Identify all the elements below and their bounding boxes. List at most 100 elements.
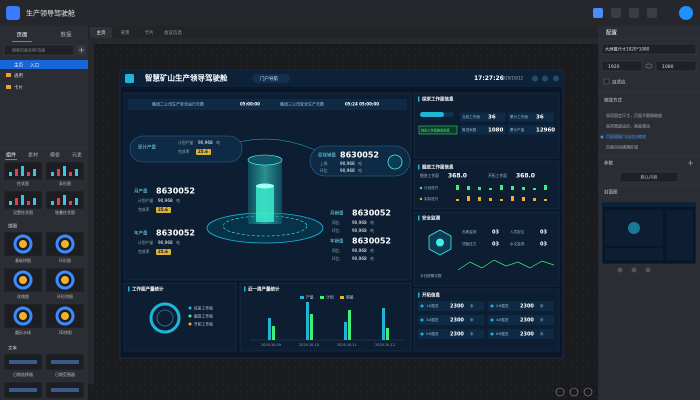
- item-unit: 米: [470, 303, 474, 308]
- header-icon[interactable]: [553, 75, 559, 82]
- toolbar-icon[interactable]: [593, 8, 603, 18]
- cylinder-core: [256, 186, 274, 222]
- cover-action[interactable]: [617, 267, 623, 273]
- trend-line: [457, 259, 555, 271]
- component-tab[interactable]: 素材: [28, 152, 38, 159]
- top-bar: [0, 0, 700, 26]
- zoom-control[interactable]: [569, 387, 579, 397]
- tree-item[interactable]: 通用: [14, 72, 23, 79]
- item-label: 掘进工作面: [420, 173, 439, 178]
- item-label: 累计产量: [510, 127, 525, 132]
- item-value: 03: [492, 242, 499, 248]
- checkbox-label: 自适应: [612, 78, 626, 85]
- clock: 17:27:26: [474, 75, 504, 82]
- default-button[interactable]: [619, 171, 679, 183]
- link-icon[interactable]: [645, 63, 653, 69]
- kpi-row-label: 完成率: [138, 207, 150, 212]
- dashboard-title: 智慧矿山生产领导驾驶舱: [145, 73, 228, 83]
- panel-title: 掘进工作面信息: [422, 164, 454, 171]
- search-box[interactable]: [3, 44, 75, 56]
- scale-option[interactable]: 页面自动铺满区域: [606, 144, 638, 150]
- component-tab[interactable]: 组件: [6, 152, 16, 159]
- mini-bar: [500, 185, 503, 190]
- header-icon[interactable]: [542, 75, 548, 82]
- panel-marker: [418, 215, 420, 221]
- panel-title: 综采工作面信息: [422, 96, 454, 103]
- item-box: [460, 112, 506, 122]
- tab-underline: [5, 159, 17, 160]
- kpi-value: 8630052: [340, 151, 379, 160]
- donut-inner: [156, 309, 174, 327]
- kpi-row-value: 90,968: [340, 168, 355, 173]
- kpi-row-unit: 吨: [358, 161, 362, 166]
- legend-label: 综采工作面: [194, 305, 213, 310]
- item-value: 03: [540, 242, 547, 248]
- scale-option[interactable]: 页面随窗口自适应缩放: [606, 133, 646, 139]
- item-unit: 米: [540, 303, 544, 308]
- tree-item-selected[interactable]: [0, 60, 88, 69]
- ruler-left: [88, 38, 94, 384]
- mini-bar: [467, 186, 470, 190]
- toolbar-icon[interactable]: [629, 8, 639, 18]
- nav-chip[interactable]: [252, 74, 290, 83]
- thumb-bar: [9, 172, 12, 176]
- core-top: [256, 183, 274, 189]
- tree-item: 主页: [14, 61, 23, 68]
- cover-action[interactable]: [631, 267, 637, 273]
- component-label: 基础饼图: [15, 257, 31, 263]
- toolbar-icon[interactable]: [647, 8, 657, 18]
- toolbar-icon[interactable]: [611, 8, 621, 18]
- canvas-tab[interactable]: 主页: [97, 29, 106, 36]
- row-dot: [420, 332, 424, 336]
- banner-text: 05:24 05:00:00: [345, 102, 379, 107]
- user-avatar[interactable]: [679, 6, 693, 20]
- item-label: 5#掘进: [426, 331, 439, 336]
- kpi-rate: 25.6: [158, 207, 168, 212]
- mini-bar: [522, 187, 525, 190]
- width-input[interactable]: [601, 60, 643, 72]
- tree-item[interactable]: 卡片: [14, 84, 23, 91]
- thumb-pie: [13, 306, 33, 326]
- weekly-bar: [344, 322, 347, 340]
- item-value: 1080: [488, 128, 503, 134]
- kpi-row-value: 90,968: [158, 240, 173, 245]
- mini-bar: [456, 199, 459, 201]
- checkbox[interactable]: [603, 78, 610, 85]
- mini-bar: [478, 197, 481, 201]
- item-label: 3#掘进: [426, 317, 439, 322]
- cover-action[interactable]: [645, 267, 651, 273]
- kpi-row-label: 计划产量: [138, 198, 153, 203]
- component-tab[interactable]: 元素: [72, 152, 82, 159]
- size-select[interactable]: [601, 43, 697, 55]
- height-input[interactable]: [655, 60, 697, 72]
- component-tab[interactable]: 模板: [50, 152, 60, 159]
- item-value: 2300: [520, 318, 534, 324]
- kpi-row-value: 90,968: [352, 220, 367, 225]
- panel-tab[interactable]: 数据: [60, 31, 72, 39]
- panel-tab[interactable]: 页面: [16, 32, 28, 39]
- kpi-label: 年销量: [330, 238, 344, 245]
- item-box: [508, 125, 554, 135]
- banner-text: 集团二公司生产安全运行天数: [152, 101, 204, 107]
- row-dot: [420, 318, 424, 322]
- kpi-row-value: 90,968: [352, 248, 367, 253]
- banner-text: 05:00:00: [240, 102, 260, 107]
- scale-option[interactable]: 采用宽度适应，高度滚动: [606, 123, 650, 129]
- legend-label: 掘进工作面: [194, 313, 213, 318]
- cover-graphic: [628, 222, 640, 234]
- canvas-tab[interactable]: 卡片: [145, 29, 154, 36]
- item-value: 2300: [520, 304, 534, 310]
- thumb-text: [51, 388, 79, 392]
- zoom-control[interactable]: [555, 387, 565, 397]
- thumb-pie-inner: [19, 312, 27, 320]
- scale-option[interactable]: 采用固定尺寸，页面不跟随缩放: [606, 112, 662, 118]
- thumb-pie-inner: [61, 276, 69, 284]
- canvas-tab[interactable]: 会议信息: [164, 29, 182, 36]
- component-label: 环形图: [59, 257, 71, 263]
- zoom-control[interactable]: [583, 387, 593, 397]
- canvas-tab[interactable]: 背景: [121, 29, 130, 36]
- header-icon[interactable]: [532, 75, 538, 82]
- kpi-value: 8630052: [352, 209, 391, 218]
- thumb-bar: [63, 195, 66, 205]
- banner: [128, 99, 407, 110]
